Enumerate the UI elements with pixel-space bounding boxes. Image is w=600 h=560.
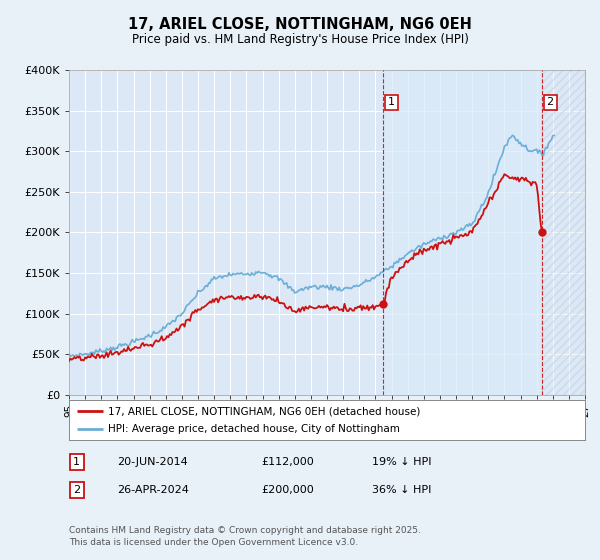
Text: £200,000: £200,000 xyxy=(261,485,314,495)
Bar xyxy=(542,70,585,395)
Text: 1: 1 xyxy=(388,97,395,108)
Text: 17, ARIEL CLOSE, NOTTINGHAM, NG6 0EH: 17, ARIEL CLOSE, NOTTINGHAM, NG6 0EH xyxy=(128,17,472,31)
Text: 17, ARIEL CLOSE, NOTTINGHAM, NG6 0EH (detached house): 17, ARIEL CLOSE, NOTTINGHAM, NG6 0EH (de… xyxy=(108,407,420,417)
Text: 19% ↓ HPI: 19% ↓ HPI xyxy=(372,457,431,467)
Text: 20-JUN-2014: 20-JUN-2014 xyxy=(117,457,188,467)
Text: 2: 2 xyxy=(73,485,80,495)
Bar xyxy=(542,70,585,395)
Bar xyxy=(542,70,585,395)
Text: 26-APR-2024: 26-APR-2024 xyxy=(117,485,189,495)
Text: 36% ↓ HPI: 36% ↓ HPI xyxy=(372,485,431,495)
Text: £112,000: £112,000 xyxy=(261,457,314,467)
Text: Contains HM Land Registry data © Crown copyright and database right 2025.
This d: Contains HM Land Registry data © Crown c… xyxy=(69,526,421,547)
Text: 2: 2 xyxy=(547,97,554,108)
Text: 1: 1 xyxy=(73,457,80,467)
Text: HPI: Average price, detached house, City of Nottingham: HPI: Average price, detached house, City… xyxy=(108,424,400,434)
Bar xyxy=(383,70,542,395)
Text: Price paid vs. HM Land Registry's House Price Index (HPI): Price paid vs. HM Land Registry's House … xyxy=(131,32,469,46)
